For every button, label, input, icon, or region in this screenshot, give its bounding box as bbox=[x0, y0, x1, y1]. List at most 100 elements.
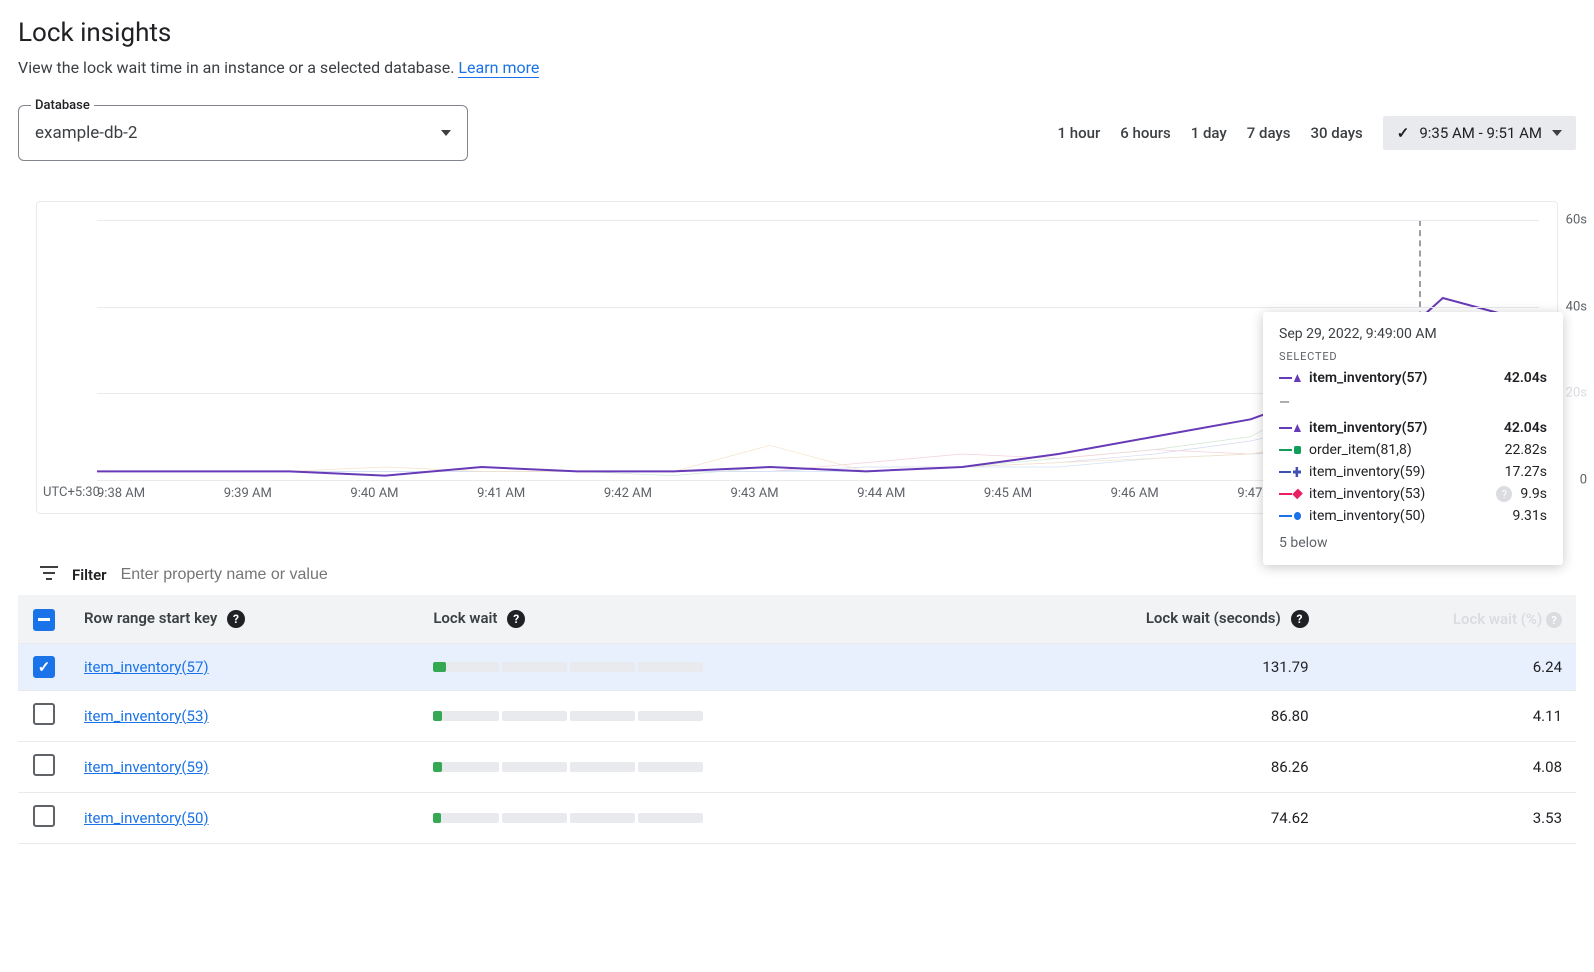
tooltip-row-name: order_item(81,8) bbox=[1309, 442, 1497, 458]
tooltip-row: item_inventory(50) 9.31s bbox=[1279, 505, 1547, 527]
time-range-picker: 1 hour 6 hours 1 day 7 days 30 days 9:35… bbox=[1058, 116, 1577, 150]
tooltip-row: item_inventory(59) 17.27s bbox=[1279, 461, 1547, 483]
tooltip-selected-row: item_inventory(57) 42.04s bbox=[1279, 367, 1547, 389]
col-lock-wait-pct[interactable]: Lock wait (%) ? bbox=[1323, 595, 1576, 643]
tooltip-selected-value: 42.04s bbox=[1504, 370, 1547, 386]
filter-input[interactable] bbox=[121, 566, 1554, 584]
row-checkbox[interactable] bbox=[33, 805, 55, 827]
lock-wait-seconds: 74.62 bbox=[970, 792, 1322, 843]
x-tick-label: 9:42 AM bbox=[604, 486, 652, 501]
subtitle-text: View the lock wait time in an instance o… bbox=[18, 58, 458, 77]
lock-wait-seconds: 86.80 bbox=[970, 690, 1322, 741]
time-range-1h[interactable]: 1 hour bbox=[1058, 124, 1101, 142]
check-icon bbox=[1397, 124, 1410, 142]
help-icon[interactable]: ? bbox=[1496, 486, 1512, 502]
col-lock-wait-seconds-label: Lock wait (seconds) bbox=[1146, 609, 1281, 627]
tooltip-row-value: 9.9s bbox=[1520, 486, 1547, 502]
y-tick-label: 20s bbox=[1566, 386, 1587, 401]
database-select-label: Database bbox=[31, 98, 94, 113]
tooltip-row-value: 17.27s bbox=[1505, 464, 1547, 480]
x-tick-label: 9:45 AM bbox=[984, 486, 1032, 501]
help-icon[interactable]: ? bbox=[1546, 612, 1562, 628]
col-row-key[interactable]: Row range start key ? bbox=[70, 595, 419, 643]
lock-wait-bar bbox=[433, 762, 703, 772]
y-tick-label: 0 bbox=[1580, 473, 1587, 488]
tooltip-row-value: 22.82s bbox=[1505, 442, 1547, 458]
select-all-checkbox-cell bbox=[18, 595, 70, 643]
chart-tooltip: Sep 29, 2022, 9:49:00 AM SELECTED item_i… bbox=[1263, 312, 1563, 565]
table-row: item_inventory(53) 86.804.11 bbox=[18, 690, 1576, 741]
lock-wait-pct: 6.24 bbox=[1323, 643, 1576, 690]
lock-wait-seconds: 131.79 bbox=[970, 643, 1322, 690]
table-row: item_inventory(57) 131.796.24 bbox=[18, 643, 1576, 690]
page-title: Lock insights bbox=[18, 18, 1576, 48]
x-tick-label: 9:41 AM bbox=[477, 486, 525, 501]
y-tick-label: 60s bbox=[1566, 213, 1587, 228]
row-key-link[interactable]: item_inventory(57) bbox=[84, 658, 209, 676]
page-subtitle: View the lock wait time in an instance o… bbox=[18, 58, 1576, 77]
y-tick-label: 40s bbox=[1566, 299, 1587, 314]
col-lock-wait-pct-label: Lock wait (%) bbox=[1453, 610, 1542, 628]
select-all-checkbox[interactable] bbox=[33, 609, 55, 631]
col-row-key-label: Row range start key bbox=[84, 609, 217, 627]
x-tick-label: 9:38 AM bbox=[97, 486, 145, 501]
time-range-7d[interactable]: 7 days bbox=[1247, 124, 1291, 142]
table-row: item_inventory(50) 74.623.53 bbox=[18, 792, 1576, 843]
time-range-6h[interactable]: 6 hours bbox=[1120, 124, 1170, 142]
row-key-link[interactable]: item_inventory(59) bbox=[84, 758, 209, 776]
chevron-down-icon bbox=[441, 130, 451, 136]
time-range-1d[interactable]: 1 day bbox=[1191, 124, 1227, 142]
tooltip-row-value: 42.04s bbox=[1504, 420, 1547, 436]
tooltip-timestamp: Sep 29, 2022, 9:49:00 AM bbox=[1279, 326, 1547, 342]
chevron-down-icon bbox=[1552, 130, 1562, 136]
row-key-link[interactable]: item_inventory(53) bbox=[84, 707, 209, 725]
filter-label: Filter bbox=[72, 566, 107, 584]
tooltip-separator: — bbox=[1279, 395, 1547, 411]
help-icon[interactable]: ? bbox=[507, 610, 525, 628]
tooltip-row-name: item_inventory(57) bbox=[1309, 420, 1496, 436]
learn-more-link[interactable]: Learn more bbox=[458, 58, 539, 78]
tooltip-row: item_inventory(57) 42.04s bbox=[1279, 417, 1547, 439]
col-lock-wait-label: Lock wait bbox=[433, 609, 497, 627]
help-icon[interactable]: ? bbox=[1291, 610, 1309, 628]
tooltip-row: item_inventory(53)? 9.9s bbox=[1279, 483, 1547, 505]
lock-wait-pct: 4.08 bbox=[1323, 741, 1576, 792]
tooltip-row: order_item(81,8) 22.82s bbox=[1279, 439, 1547, 461]
lock-wait-chart[interactable]: UTC+5:30 60s40s20s0 9:38 AM9:39 AM9:40 A… bbox=[36, 201, 1558, 514]
table-row: item_inventory(59) 86.264.08 bbox=[18, 741, 1576, 792]
row-checkbox[interactable] bbox=[33, 656, 55, 678]
tooltip-below-count: 5 below bbox=[1279, 535, 1547, 551]
time-range-custom[interactable]: 9:35 AM - 9:51 AM bbox=[1383, 116, 1576, 150]
filter-icon[interactable] bbox=[40, 564, 58, 585]
tooltip-row-name: item_inventory(53) bbox=[1309, 486, 1488, 502]
help-icon[interactable]: ? bbox=[227, 610, 245, 628]
database-select[interactable]: Database example-db-2 bbox=[18, 105, 468, 161]
database-select-value: example-db-2 bbox=[35, 123, 441, 143]
tooltip-row-name: item_inventory(59) bbox=[1309, 464, 1497, 480]
x-tick-label: 9:40 AM bbox=[350, 486, 398, 501]
time-range-custom-label: 9:35 AM - 9:51 AM bbox=[1419, 124, 1542, 142]
lock-wait-pct: 4.11 bbox=[1323, 690, 1576, 741]
tooltip-row-name: item_inventory(50) bbox=[1309, 508, 1504, 524]
row-checkbox[interactable] bbox=[33, 703, 55, 725]
x-tick-label: 9:46 AM bbox=[1111, 486, 1159, 501]
tooltip-row-value: 9.31s bbox=[1512, 508, 1547, 524]
row-checkbox[interactable] bbox=[33, 754, 55, 776]
lock-wait-seconds: 86.26 bbox=[970, 741, 1322, 792]
x-tick-label: 9:43 AM bbox=[731, 486, 779, 501]
lock-wait-table: Row range start key ? Lock wait ? Lock w… bbox=[18, 595, 1576, 844]
lock-wait-bar bbox=[433, 662, 703, 672]
lock-wait-pct: 3.53 bbox=[1323, 792, 1576, 843]
row-key-link[interactable]: item_inventory(50) bbox=[84, 809, 209, 827]
lock-wait-bar bbox=[433, 711, 703, 721]
col-lock-wait[interactable]: Lock wait ? bbox=[419, 595, 970, 643]
gridline bbox=[97, 220, 1539, 221]
tooltip-selected-name: item_inventory(57) bbox=[1309, 370, 1496, 386]
x-tick-label: 9:44 AM bbox=[857, 486, 905, 501]
time-range-30d[interactable]: 30 days bbox=[1311, 124, 1363, 142]
timezone-label: UTC+5:30 bbox=[43, 485, 100, 500]
col-lock-wait-seconds[interactable]: Lock wait (seconds) ? bbox=[970, 595, 1322, 643]
lock-wait-bar bbox=[433, 813, 703, 823]
gridline bbox=[97, 307, 1539, 308]
x-tick-label: 9:39 AM bbox=[224, 486, 272, 501]
